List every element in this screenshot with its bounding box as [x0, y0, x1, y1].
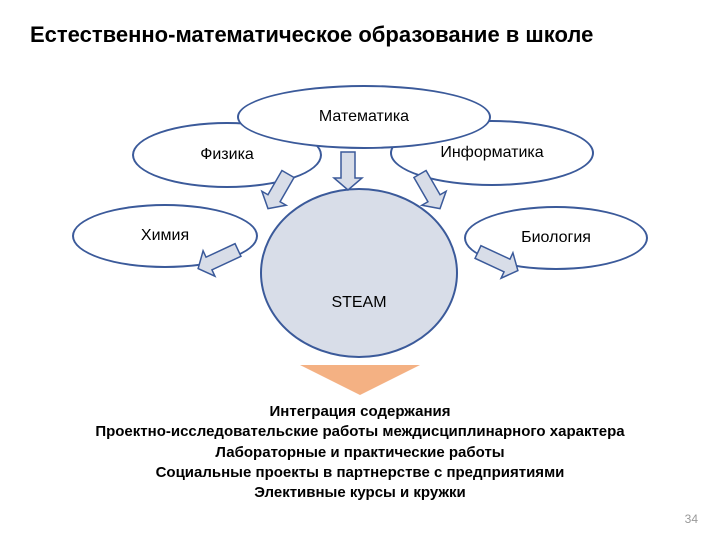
arrow-math-steam — [334, 152, 362, 190]
integration-line-1: Проектно-исследовательские работы междис… — [0, 422, 720, 442]
label-math: Математика — [319, 108, 409, 126]
integration-text: Интеграция содержанияПроектно-исследоват… — [0, 402, 720, 503]
integration-line-3: Социальные проекты в партнерстве с предп… — [0, 463, 720, 483]
oval-chemistry: Химия — [72, 204, 258, 268]
label-chemistry: Химия — [141, 227, 189, 245]
steam-label: STEAM — [331, 294, 386, 312]
page-number: 34 — [685, 512, 698, 526]
integration-line-0: Интеграция содержания — [0, 402, 720, 422]
steam-oval: STEAM — [260, 188, 458, 358]
label-physics: Физика — [200, 146, 254, 164]
oval-biology: Биология — [464, 206, 648, 270]
oval-math: Математика — [237, 85, 491, 149]
page-title: Естественно-математическое образование в… — [30, 22, 593, 48]
label-informatics: Информатика — [440, 144, 543, 162]
integration-line-2: Лабораторные и практические работы — [0, 443, 720, 463]
integration-line-4: Элективные курсы и кружки — [0, 483, 720, 503]
down-arrow-icon — [300, 365, 420, 395]
label-biology: Биология — [521, 229, 591, 247]
